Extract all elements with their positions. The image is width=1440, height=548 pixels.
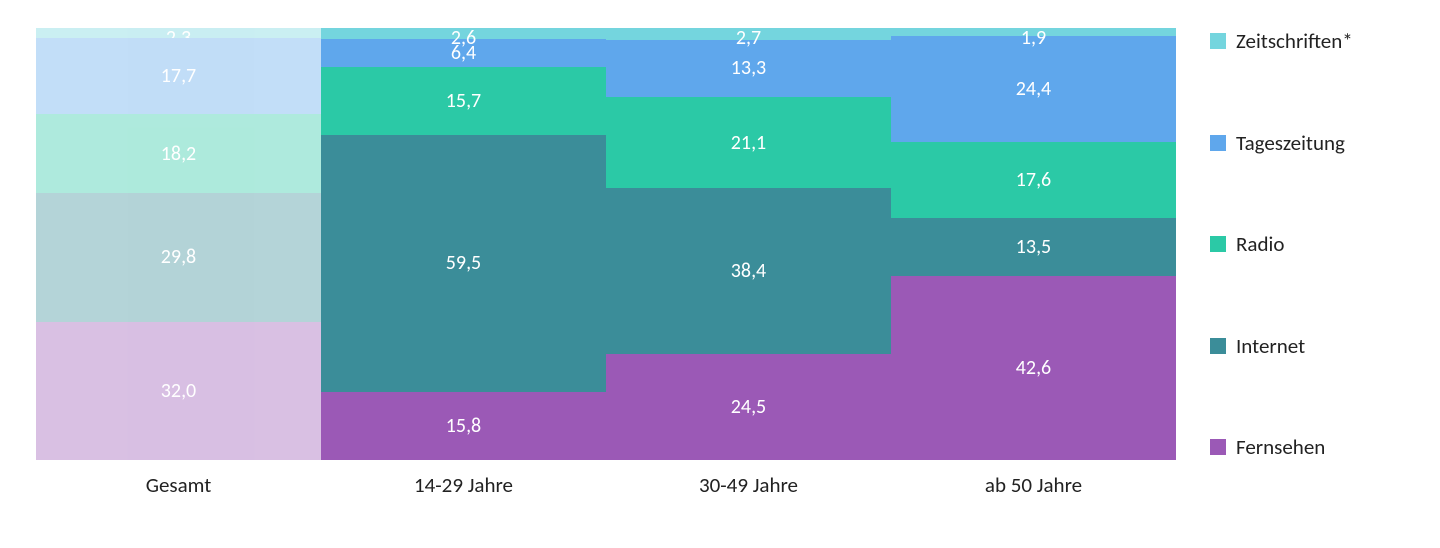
bar-segment-radio: 15,7 [321,67,606,135]
bar-segment-tageszeitung: 17,7 [36,38,321,114]
bar-segment-value: 59,5 [446,251,481,275]
legend: Zeitschriften* Tageszeitung Radio Internet F… [1210,28,1420,460]
legend-swatch [1210,236,1226,252]
legend-swatch [1210,33,1226,49]
bar-segment-radio: 21,1 [606,97,891,188]
bar-column: 2,66,415,759,515,8 [321,28,606,460]
bar-segment-value: 24,5 [731,395,766,419]
bar-segment-radio: 17,6 [891,142,1176,218]
legend-label: Internet [1236,333,1305,359]
bar-segment-fernsehen: 32,0 [36,322,321,460]
legend-label: Radio [1236,231,1284,257]
x-axis: Gesamt14-29 Jahre30-49 Jahreab 50 Jahre [36,472,1176,498]
bar-segment-value: 24,4 [1016,77,1051,101]
bar-segment-value: 29,8 [161,245,196,269]
bar-segment-value: 18,2 [161,142,196,166]
bar-segment-value: 17,6 [1016,168,1051,192]
bar-segment-value: 13,3 [731,56,766,80]
bar-segment-internet: 38,4 [606,188,891,354]
legend-item-radio: Radio [1210,231,1420,257]
legend-item-tageszeitung: Tageszeitung [1210,130,1420,156]
bar-segment-value: 2,6 [451,26,476,50]
legend-swatch [1210,135,1226,151]
bar-segment-fernsehen: 42,6 [891,276,1176,460]
x-axis-label: Gesamt [36,472,321,498]
legend-label: Fernsehen [1236,434,1325,460]
legend-label: Tageszeitung [1236,130,1345,156]
bar-segment-value: 1,9 [1021,26,1046,50]
bar-column: 1,9 24,4 17,6 13,5 42,6 [891,28,1176,460]
bar-segment-value: 42,6 [1016,356,1051,380]
bar-segment-value: 21,1 [731,131,766,155]
bar-segment-fernsehen: 24,5 [606,354,891,460]
bar-segment-value: 38,4 [731,259,766,283]
legend-swatch [1210,338,1226,354]
legend-swatch [1210,439,1226,455]
bar-segment-zeitschriften: 2,7 [606,28,891,40]
bar-segment-fernsehen: 15,8 [321,392,606,460]
bar-segment-value: 15,8 [446,414,481,438]
bar-segment-value: 13,5 [1016,235,1051,259]
bar-segment-value: 32,0 [161,379,196,403]
bar-segment-zeitschriften: 2,6 [321,28,606,39]
bar-segment-zeitschriften: 2,3 [36,28,321,38]
legend-item-zeitschriften: Zeitschriften* [1210,28,1420,54]
bar-segment-internet: 29,8 [36,193,321,322]
bar-segment-value: 17,7 [161,64,196,88]
x-axis-label: 14-29 Jahre [321,472,606,498]
plot-area: 2,317,718,229,832,02,66,415,759,515,82,7… [36,28,1176,460]
legend-label: Zeitschriften* [1236,28,1353,54]
legend-item-internet: Internet [1210,333,1420,359]
bar-segment-zeitschriften: 1,9 [891,28,1176,36]
x-axis-label: ab 50 Jahre [891,472,1176,498]
x-axis-label: 30-49 Jahre [606,472,891,498]
bar-segment-internet: 59,5 [321,135,606,392]
bar-column: 2,3 17,7 18,2 29,8 32,0 [36,28,321,460]
legend-item-fernsehen: Fernsehen [1210,434,1420,460]
bar-segment-tageszeitung: 24,4 [891,36,1176,141]
bar-segment-internet: 13,5 [891,218,1176,276]
stacked-bar-chart: 2,317,718,229,832,02,66,415,759,515,82,7… [36,28,1176,460]
bar-segment-radio: 18,2 [36,114,321,193]
bar-segment-value: 2,7 [736,26,761,50]
bar-column: 2,7 13,3 21,1 38,4 24,5 [606,28,891,460]
bar-segment-value: 15,7 [446,89,481,113]
